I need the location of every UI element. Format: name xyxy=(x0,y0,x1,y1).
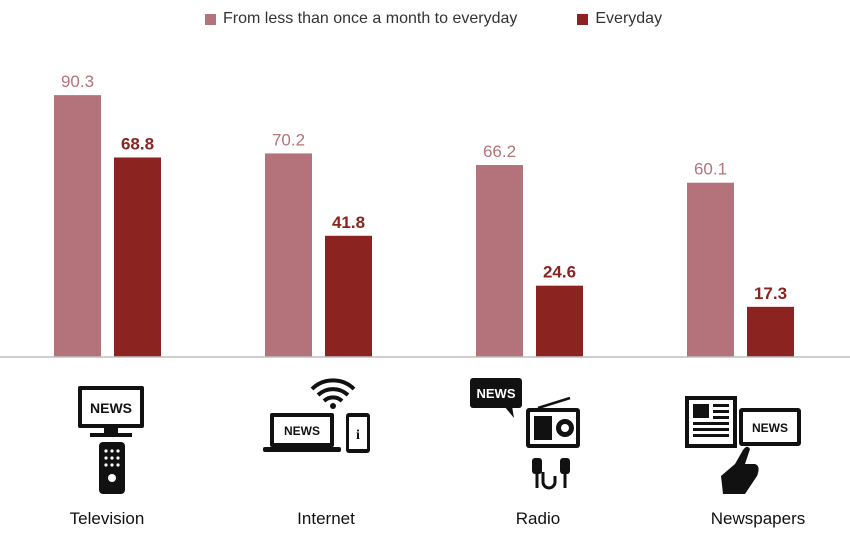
value-label-radio-series-0: 66.2 xyxy=(483,142,516,161)
bar-newspapers-series-1 xyxy=(747,306,794,357)
value-label-internet-series-1: 41.8 xyxy=(332,213,365,232)
bar-television-series-0 xyxy=(54,95,101,357)
category-label-newspapers: Newspapers xyxy=(710,509,806,528)
legend-swatch-monthly xyxy=(205,13,216,25)
legend-label-everyday: Everyday xyxy=(595,10,663,27)
legend-item-monthly: From less than once a month to everyday xyxy=(205,10,517,28)
tv-news-sign: NEWS xyxy=(90,400,132,416)
value-label-television-series-1: 68.8 xyxy=(121,134,154,153)
legend: From less than once a month to everyday … xyxy=(205,10,722,28)
bar-internet-series-0 xyxy=(265,153,312,357)
television-remote-icon: NEWS xyxy=(78,386,144,494)
value-labels-group: 90.3 68.8 70.2 41.8 66.2 24.6 60.1 17.3 xyxy=(61,72,787,303)
value-label-radio-series-1: 24.6 xyxy=(543,263,576,282)
legend-item-everyday: Everyday xyxy=(577,10,662,28)
paper-news-sign: NEWS xyxy=(752,421,788,435)
radio-speech-bubble-icon: NEWS xyxy=(470,378,580,490)
bars-group xyxy=(54,95,794,357)
value-label-internet-series-0: 70.2 xyxy=(272,130,305,149)
value-label-television-series-0: 90.3 xyxy=(61,72,94,91)
laptop-wifi-phone-icon: NEWS i xyxy=(263,378,370,453)
bar-television-series-1 xyxy=(114,157,161,357)
category-label-internet: Internet xyxy=(297,509,355,528)
category-label-radio: Radio xyxy=(515,509,561,528)
newspaper-tablet-hand-icon: NEWS xyxy=(685,396,801,494)
value-label-newspapers-series-0: 60.1 xyxy=(694,160,727,179)
bar-chart: 90.3 68.8 70.2 41.8 66.2 24.6 60.1 17.3 xyxy=(0,72,850,358)
internet-info-glyph: i xyxy=(356,428,360,443)
bar-radio-series-0 xyxy=(476,165,523,357)
legend-label-monthly: From less than once a month to everyday xyxy=(223,10,518,27)
internet-news-sign: NEWS xyxy=(284,424,320,438)
legend-swatch-everyday xyxy=(577,13,589,25)
bar-internet-series-1 xyxy=(325,235,372,357)
radio-news-bubble: NEWS xyxy=(477,386,516,401)
value-label-newspapers-series-1: 17.3 xyxy=(754,284,787,303)
bar-radio-series-1 xyxy=(536,285,583,357)
category-label-television: Television xyxy=(69,509,145,528)
bar-newspapers-series-0 xyxy=(687,182,734,357)
